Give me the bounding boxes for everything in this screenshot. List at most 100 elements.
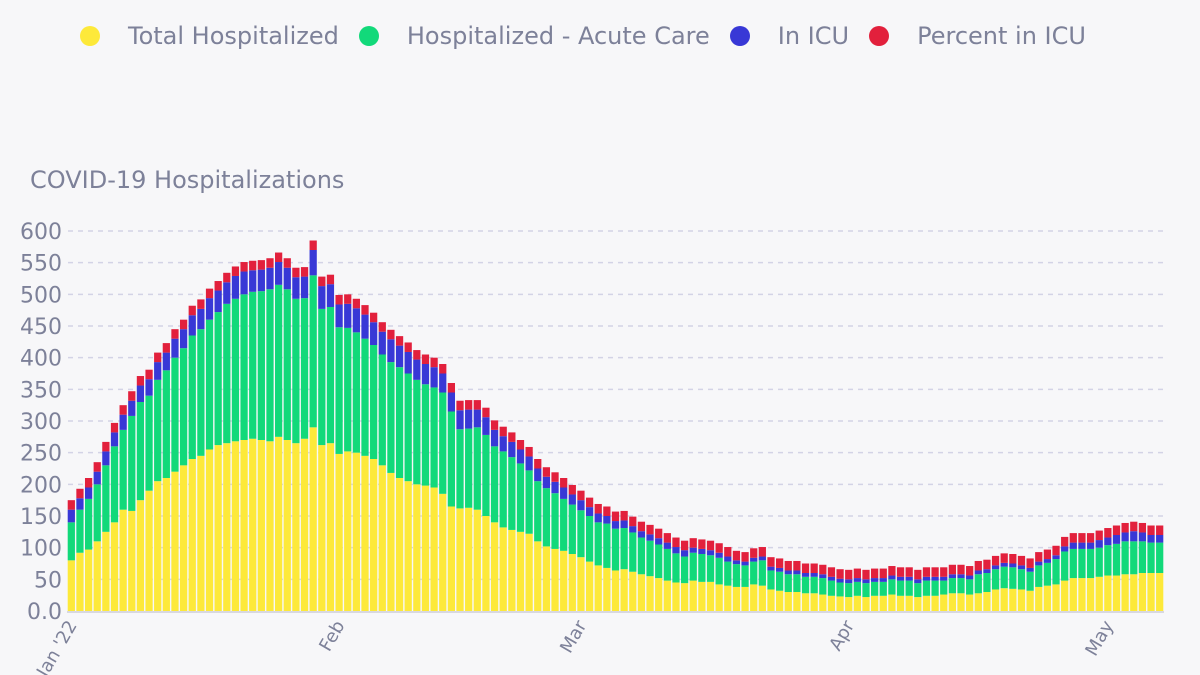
bar-segment-percent-in-icu[interactable] [499, 426, 507, 437]
bar-segment-in-icu[interactable] [698, 548, 706, 554]
bar-segment-total-hospitalized[interactable] [750, 584, 758, 611]
bar-segment-in-icu[interactable] [706, 550, 715, 556]
bar-segment-in-icu[interactable] [447, 392, 455, 412]
bar-segment-hospitalized-acute-care[interactable] [776, 571, 784, 591]
bar-segment-percent-in-icu[interactable] [1086, 533, 1095, 543]
bar-segment-in-icu[interactable] [1147, 535, 1155, 543]
bar-segment-total-hospitalized[interactable] [1095, 576, 1103, 611]
bar-segment-total-hospitalized[interactable] [655, 578, 663, 611]
bar-segment-total-hospitalized[interactable] [724, 585, 732, 611]
bar-segment-hospitalized-acute-care[interactable] [551, 493, 559, 549]
bar-segment-percent-in-icu[interactable] [257, 260, 265, 270]
bar-segment-hospitalized-acute-care[interactable] [948, 578, 956, 594]
bar-segment-total-hospitalized[interactable] [1147, 573, 1155, 611]
bar-segment-in-icu[interactable] [326, 284, 335, 307]
bar-segment-hospitalized-acute-care[interactable] [335, 327, 343, 454]
bar-segment-hospitalized-acute-care[interactable] [680, 556, 689, 584]
bar-segment-in-icu[interactable] [344, 303, 352, 328]
bar-segment-total-hospitalized[interactable] [568, 554, 576, 611]
bar-segment-hospitalized-acute-care[interactable] [1156, 542, 1164, 573]
bar-segment-hospitalized-acute-care[interactable] [1121, 541, 1129, 575]
bar-segment-in-icu[interactable] [93, 471, 101, 485]
bar-segment-total-hospitalized[interactable] [490, 522, 499, 611]
bar-segment-percent-in-icu[interactable] [1147, 525, 1155, 536]
bar-segment-in-icu[interactable] [827, 576, 836, 581]
bar-segment-in-icu[interactable] [801, 573, 810, 577]
bar-segment-percent-in-icu[interactable] [1000, 553, 1008, 563]
bar-segment-in-icu[interactable] [456, 410, 464, 430]
bar-segment-total-hospitalized[interactable] [344, 451, 352, 611]
bar-segment-hospitalized-acute-care[interactable] [594, 522, 602, 566]
bar-segment-total-hospitalized[interactable] [836, 596, 844, 611]
bar-segment-total-hospitalized[interactable] [732, 586, 741, 611]
bar-segment-in-icu[interactable] [948, 574, 956, 579]
bar-segment-in-icu[interactable] [102, 451, 110, 466]
bar-segment-in-icu[interactable] [620, 520, 628, 529]
bar-segment-total-hospitalized[interactable] [827, 595, 836, 611]
bar-segment-in-icu[interactable] [179, 329, 188, 349]
bar-segment-hospitalized-acute-care[interactable] [119, 429, 127, 510]
bar-segment-percent-in-icu[interactable] [940, 567, 948, 577]
bar-segment-hospitalized-acute-care[interactable] [853, 581, 861, 596]
bar-segment-percent-in-icu[interactable] [490, 420, 499, 430]
bar-segment-percent-in-icu[interactable] [655, 528, 663, 539]
bar-segment-hospitalized-acute-care[interactable] [629, 532, 637, 572]
bar-segment-total-hospitalized[interactable] [801, 593, 810, 611]
bar-segment-total-hospitalized[interactable] [698, 581, 706, 611]
bar-segment-hospitalized-acute-care[interactable] [136, 402, 145, 501]
bar-segment-total-hospitalized[interactable] [300, 438, 309, 611]
bar-segment-total-hospitalized[interactable] [672, 582, 680, 612]
bar-segment-in-icu[interactable] [1069, 542, 1077, 549]
bar-segment-in-icu[interactable] [862, 579, 870, 584]
bar-segment-total-hospitalized[interactable] [1043, 585, 1052, 611]
bar-segment-percent-in-icu[interactable] [611, 511, 620, 522]
bar-segment-in-icu[interactable] [482, 417, 490, 435]
bar-segment-total-hospitalized[interactable] [611, 570, 620, 611]
bar-segment-percent-in-icu[interactable] [283, 258, 291, 268]
bar-segment-in-icu[interactable] [568, 494, 576, 505]
bar-segment-percent-in-icu[interactable] [128, 391, 136, 401]
bar-segment-percent-in-icu[interactable] [1026, 558, 1034, 568]
bar-segment-in-icu[interactable] [361, 314, 369, 339]
bar-segment-in-icu[interactable] [689, 547, 697, 553]
bar-segment-hospitalized-acute-care[interactable] [292, 298, 300, 444]
bar-segment-total-hospitalized[interactable] [154, 481, 162, 611]
bar-segment-hospitalized-acute-care[interactable] [931, 580, 939, 596]
bar-segment-in-icu[interactable] [525, 456, 533, 471]
bar-segment-percent-in-icu[interactable] [1095, 530, 1103, 541]
bar-segment-in-icu[interactable] [205, 298, 214, 320]
bar-segment-hospitalized-acute-care[interactable] [560, 498, 568, 551]
bar-segment-percent-in-icu[interactable] [741, 552, 749, 562]
bar-segment-percent-in-icu[interactable] [1052, 545, 1060, 556]
bar-segment-percent-in-icu[interactable] [102, 441, 110, 452]
bar-segment-hospitalized-acute-care[interactable] [490, 446, 499, 523]
bar-segment-in-icu[interactable] [1156, 535, 1164, 543]
bar-segment-total-hospitalized[interactable] [862, 597, 870, 611]
bar-segment-hospitalized-acute-care[interactable] [698, 554, 706, 582]
bar-segment-hospitalized-acute-care[interactable] [326, 307, 335, 444]
bar-segment-in-icu[interactable] [750, 557, 758, 562]
bar-segment-total-hospitalized[interactable] [395, 478, 404, 611]
bar-segment-total-hospitalized[interactable] [197, 455, 205, 611]
bar-segment-hospitalized-acute-care[interactable] [387, 362, 395, 473]
bar-segment-hospitalized-acute-care[interactable] [1130, 541, 1138, 575]
bar-segment-in-icu[interactable] [119, 414, 127, 430]
bar-segment-total-hospitalized[interactable] [853, 595, 861, 611]
bar-segment-hospitalized-acute-care[interactable] [499, 451, 507, 528]
bar-segment-total-hospitalized[interactable] [326, 443, 335, 611]
bar-segment-percent-in-icu[interactable] [706, 540, 715, 551]
bar-segment-total-hospitalized[interactable] [508, 529, 516, 611]
bar-segment-in-icu[interactable] [67, 509, 75, 523]
bar-segment-hospitalized-acute-care[interactable] [352, 332, 360, 453]
bar-segment-in-icu[interactable] [154, 362, 162, 380]
bar-segment-in-icu[interactable] [318, 286, 326, 309]
bar-segment-percent-in-icu[interactable] [724, 547, 732, 557]
bar-segment-hospitalized-acute-care[interactable] [76, 509, 84, 553]
bar-segment-hospitalized-acute-care[interactable] [283, 289, 291, 440]
bar-segment-percent-in-icu[interactable] [205, 288, 214, 299]
bar-segment-hospitalized-acute-care[interactable] [732, 564, 741, 587]
bar-segment-in-icu[interactable] [793, 570, 801, 575]
bar-segment-percent-in-icu[interactable] [672, 537, 680, 548]
bar-segment-total-hospitalized[interactable] [784, 592, 792, 611]
bar-segment-hospitalized-acute-care[interactable] [991, 569, 1000, 590]
